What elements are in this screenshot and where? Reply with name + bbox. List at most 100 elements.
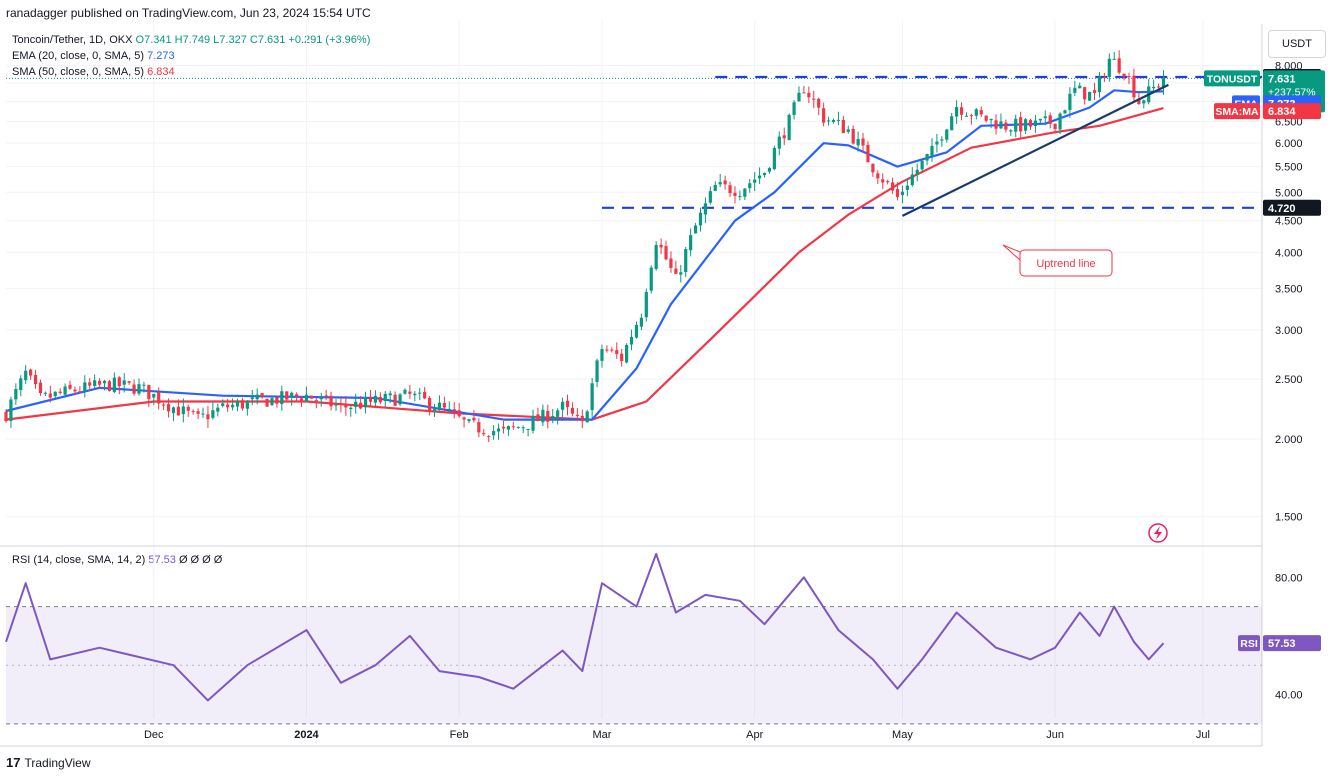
candle [171,406,176,422]
candle-body [900,191,905,196]
candle [625,343,629,364]
sma-value-tag: 6.834 [1268,106,1296,118]
candle-body [496,428,501,432]
candle-body [137,384,141,394]
candle [137,378,141,396]
sma-line [5,107,1164,421]
candle [492,424,496,440]
candle [117,376,121,395]
candle-body [427,398,432,411]
candle-body [546,411,550,422]
candle-body [831,120,836,122]
candle-body [846,129,850,132]
alert-lightning-icon [1148,523,1168,543]
candle-body [447,408,451,410]
candle [290,391,294,406]
candle-body [339,403,343,405]
candle-body [940,139,944,141]
candle-body [910,174,914,186]
candle-body [1161,78,1166,88]
candle-body [876,173,880,179]
candle [359,396,363,410]
candle-body [856,139,860,146]
candle [1014,114,1018,138]
candle-body [88,382,92,386]
candle-body [1004,122,1008,130]
candle [1132,68,1136,102]
candle [1088,91,1092,101]
candle [772,145,776,171]
candle [836,111,841,126]
support-price-tag-bg [1263,199,1321,216]
candle [388,390,392,404]
time-tick-label: Apr [746,729,763,741]
candle [634,321,639,339]
candle [846,125,850,134]
candle [363,391,368,414]
currency-button[interactable]: USDT [1268,30,1326,58]
candle-body [319,396,323,400]
candle-body [551,416,555,421]
candle-body [895,189,900,197]
candle [674,260,678,275]
candle-body [511,426,515,428]
candle [487,435,491,442]
candle-body [482,433,486,435]
time-tick-label: Feb [450,729,469,741]
candle-body [152,393,156,398]
price-tick-label: 1.500 [1275,512,1303,524]
candle [472,410,476,423]
candle [78,386,82,394]
candle [1048,112,1052,129]
candle-body [408,391,412,394]
candle-body [959,107,964,115]
candle-body [265,398,269,407]
candle [629,329,634,351]
candle-body [506,426,510,430]
candle [560,397,565,418]
candle [383,391,387,407]
candle-body [703,203,708,215]
candle [649,265,653,294]
candle-body [1058,113,1062,130]
rsi-layer [5,552,1165,702]
candle [1097,71,1102,98]
candle [432,403,437,417]
candle [900,185,905,204]
candle [1102,72,1106,82]
candle [910,167,914,187]
candle-body [432,409,437,412]
candle-body [1142,100,1146,104]
candle-body [605,349,609,351]
candle-body [43,392,48,394]
candle-body [575,414,579,416]
candle-body [97,380,102,385]
rsi-value-tag: 57.53 [1268,638,1296,650]
candle [43,391,48,397]
candle-body [255,394,259,400]
price-tick-label: 6.000 [1275,138,1303,150]
candle [615,342,619,359]
sma-tag-bg [1214,103,1260,120]
candle-body [24,370,28,381]
candle-body [1053,123,1057,130]
candle-body [378,397,382,403]
candle-body [388,393,392,396]
candle [63,383,67,398]
sma-label: SMA (50, close, 0, SMA, 5) [12,66,145,78]
candle-body [102,380,107,384]
candle [181,398,185,423]
candle-body [216,407,220,412]
candle [841,115,845,134]
candle [354,393,358,414]
candle [777,131,781,156]
candle-body [560,401,565,410]
sma-value-tag-bg [1263,103,1321,120]
candle [767,167,772,174]
price-tick-label: 4.500 [1275,216,1303,228]
candle [684,247,688,277]
candle-body [792,102,796,115]
rsi-tag: RSI [1240,638,1258,650]
candle-body [762,172,767,176]
